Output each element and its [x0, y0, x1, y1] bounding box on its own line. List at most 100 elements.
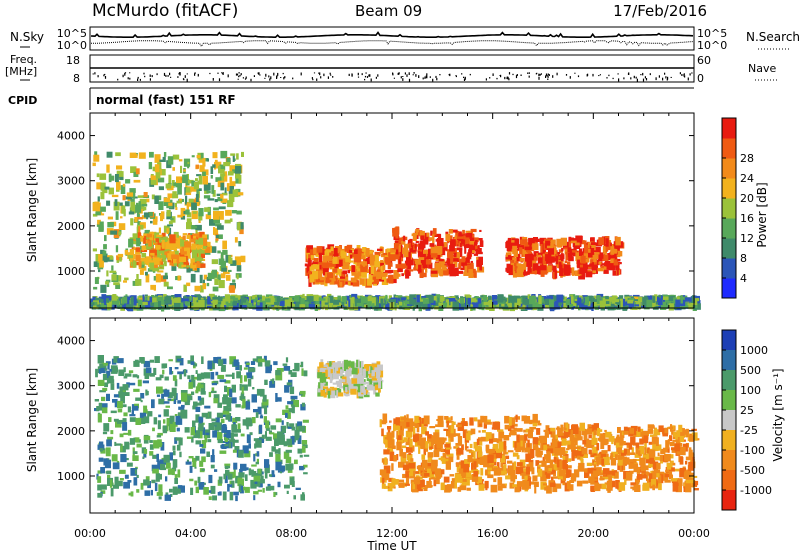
echo-cell — [342, 270, 348, 275]
echo-cell — [394, 240, 399, 243]
echo-cell — [576, 246, 580, 249]
nave-mark — [239, 74, 241, 77]
echo-cell — [223, 394, 228, 403]
echo-cell — [140, 245, 143, 254]
echo-cell — [150, 240, 154, 248]
nsearch-trace — [91, 40, 694, 48]
nave-mark — [469, 73, 471, 76]
echo-cell — [328, 300, 331, 309]
echo-cell — [333, 301, 339, 305]
echo-cell — [158, 496, 162, 500]
echo-cell — [574, 299, 580, 302]
echo-cell — [606, 262, 612, 269]
echo-cell — [177, 400, 181, 404]
echo-cell — [109, 255, 114, 260]
echo-cell — [442, 302, 448, 308]
echo-cell — [473, 270, 477, 278]
echo-cell — [545, 239, 551, 249]
echo-cell — [286, 422, 289, 429]
echo-cell — [422, 303, 428, 310]
echo-cell — [511, 238, 518, 247]
echo-cell — [300, 301, 304, 304]
echo-cell — [354, 274, 360, 279]
echo-cell — [94, 151, 98, 158]
echo-cell — [384, 270, 392, 274]
echo-cell — [157, 461, 163, 470]
nave-mark — [683, 74, 685, 77]
nave-mark — [156, 73, 158, 76]
echo-cell — [371, 250, 374, 253]
echo-cell — [229, 480, 233, 485]
echo-cell — [257, 406, 262, 415]
echo-cell — [178, 159, 183, 162]
echo-cell — [125, 458, 129, 461]
echo-cell — [136, 237, 141, 247]
echo-cell — [195, 239, 200, 245]
echo-cell — [195, 178, 198, 182]
echo-cell — [605, 295, 609, 302]
nave-mark — [244, 78, 247, 80]
echo-cell — [98, 369, 102, 374]
echo-cell — [219, 379, 227, 383]
echo-cell — [174, 478, 178, 484]
echo-cell — [143, 416, 150, 424]
echo-cell — [225, 209, 232, 216]
echo-cell — [326, 249, 330, 256]
echo-cell — [369, 253, 374, 262]
echo-cell — [174, 367, 179, 370]
echo-cell — [603, 269, 609, 272]
echo-cell — [347, 269, 351, 274]
echo-cell — [241, 384, 248, 391]
echo-cell — [202, 171, 206, 177]
echo-cell — [150, 220, 153, 224]
echo-cell — [208, 474, 213, 484]
echo-cell — [173, 182, 176, 186]
echo-cell — [203, 487, 209, 495]
echo-cell — [215, 234, 219, 239]
echo-cell — [158, 201, 164, 210]
echo-cell — [577, 297, 582, 306]
echo-cell — [440, 259, 446, 268]
echo-cell — [109, 479, 113, 488]
echo-cell — [583, 258, 590, 263]
nave-mark — [432, 78, 434, 82]
echo-cell — [103, 423, 110, 432]
echo-cell — [615, 236, 621, 246]
echo-cell — [146, 235, 149, 240]
echo-cell — [193, 302, 199, 310]
echo-cell — [315, 270, 323, 277]
nave-mark — [397, 72, 399, 75]
echo-cell — [348, 299, 351, 307]
echo-cell — [290, 395, 298, 400]
echo-cell — [174, 474, 178, 479]
echo-cell — [455, 273, 458, 276]
echo-cell — [105, 295, 112, 301]
echo-cell — [277, 481, 281, 488]
date-title: 17/Feb/2016 — [613, 2, 707, 20]
echo-cell — [153, 276, 158, 281]
echo-cell — [124, 373, 132, 377]
echo-cell — [217, 402, 222, 408]
echo-cell — [217, 274, 221, 281]
echo-cell — [419, 272, 424, 278]
echo-cell — [104, 235, 107, 242]
echo-cell — [596, 295, 600, 302]
echo-cell — [120, 443, 123, 452]
echo-cell — [220, 445, 227, 449]
echo-cell — [97, 476, 102, 483]
echo-cell — [227, 200, 234, 207]
echo-cell — [565, 251, 570, 261]
echo-cell — [453, 259, 458, 267]
echo-cell — [281, 303, 285, 311]
echo-cell — [352, 280, 360, 287]
echo-cell — [170, 301, 174, 306]
echo-cell — [285, 405, 289, 410]
echo-cell — [435, 298, 438, 305]
echo-cell — [516, 263, 522, 266]
echo-cell — [451, 229, 458, 233]
echo-cell — [242, 445, 249, 454]
echo-cell — [349, 249, 353, 254]
echo-cell — [427, 251, 434, 260]
echo-cell — [172, 194, 179, 199]
echo-cell — [239, 384, 242, 391]
